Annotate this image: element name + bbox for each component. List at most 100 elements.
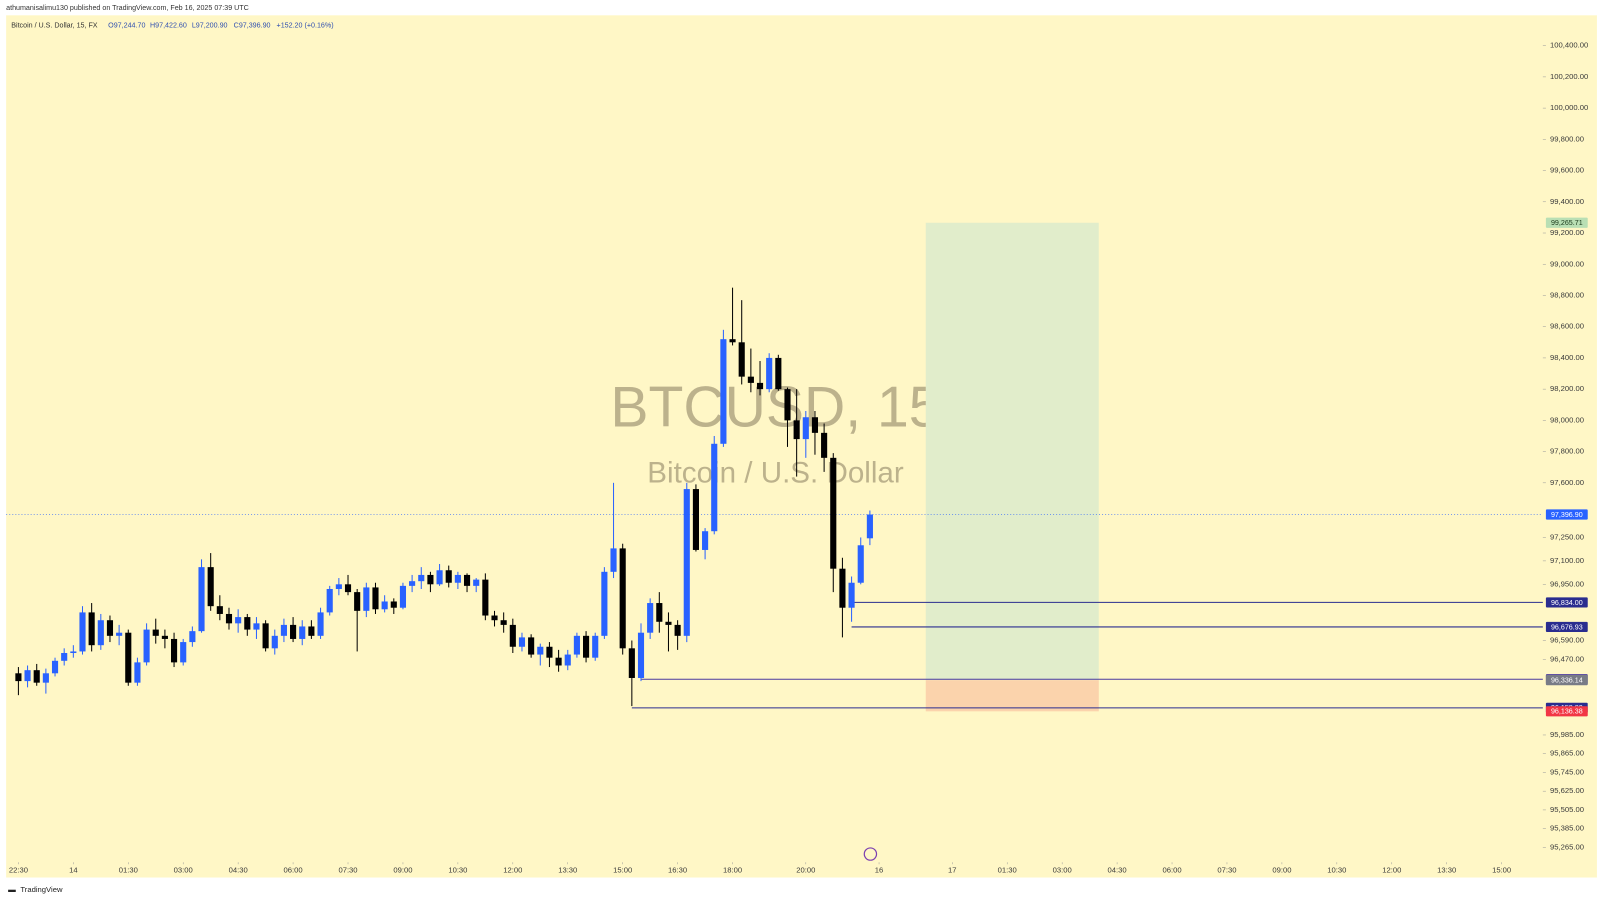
candle-body (33, 670, 40, 683)
y-tick-label: 95,505.00 (1550, 805, 1584, 814)
candle-body (399, 585, 407, 608)
x-tick-label: 15:00 (1492, 865, 1511, 874)
candle-body (756, 382, 764, 390)
candle-body (97, 620, 104, 646)
candle-body (143, 629, 150, 663)
candle-body (106, 620, 114, 636)
candle-body (491, 615, 498, 621)
candle-body (225, 613, 233, 624)
x-tick-label: 14 (69, 865, 78, 874)
candle-body (79, 612, 86, 652)
candle-body (445, 570, 452, 583)
watermark-subtitle: Bitcoin / U.S. Dollar (647, 456, 904, 489)
x-tick-label: 12:00 (1382, 865, 1401, 874)
x-tick-label: 10:30 (1327, 865, 1346, 874)
x-tick-label: 03:00 (1053, 865, 1072, 874)
candle-body (857, 545, 864, 583)
candle-body (509, 624, 516, 647)
y-tick-label: 95,385.00 (1550, 824, 1584, 833)
candle-body (647, 603, 654, 633)
y-tick-label: 96,470.00 (1550, 654, 1584, 663)
candle-body (116, 632, 123, 636)
x-tick-label: 10:30 (448, 865, 467, 874)
x-tick-label: 12:00 (503, 865, 522, 874)
candle-body (583, 635, 590, 658)
candle-body (61, 653, 68, 661)
y-tick-label: 96,950.00 (1550, 579, 1584, 588)
y-tick-label: 98,800.00 (1550, 290, 1584, 299)
x-tick-label: 20:00 (796, 865, 815, 874)
legend-change: +152.20 (+0.16%) (277, 21, 334, 29)
candle-body (15, 673, 22, 682)
price-label-bg (1545, 597, 1588, 608)
candle-body (528, 637, 535, 655)
price-label: 96,136.38 (1551, 708, 1583, 716)
price-label-bg (1545, 621, 1588, 633)
y-tick-label: 99,600.00 (1550, 166, 1584, 175)
candle-body (454, 574, 461, 583)
y-tick-label: 98,600.00 (1550, 322, 1584, 331)
x-tick-label: 03:00 (174, 865, 193, 874)
y-tick-label: 96,590.00 (1550, 636, 1584, 645)
y-tick-label: 97,600.00 (1550, 478, 1584, 487)
price-label-bg (1545, 675, 1588, 686)
candle-body (537, 646, 544, 655)
y-tick-label: 99,200.00 (1550, 228, 1584, 237)
candle-body (390, 601, 397, 608)
candle-body (555, 657, 562, 666)
price-label: 99,265.71 (1551, 219, 1583, 227)
candle-body (262, 623, 269, 649)
x-tick-label: 04:30 (229, 865, 248, 874)
candle-body (207, 567, 214, 607)
plot: 100,400.00 100,200.00 100,000.00 99,800.00 9… (6, 41, 1588, 874)
candle-body (125, 632, 132, 683)
candle-body (482, 579, 489, 616)
legend-high: H97,422.60 (150, 21, 187, 29)
candle-body (88, 612, 95, 646)
y-tick-label: 100,200.00 (1550, 72, 1588, 81)
y-tick-label: 95,745.00 (1550, 767, 1584, 776)
candle-body (280, 624, 287, 636)
price-label: 97,396.90 (1551, 511, 1583, 519)
candle-body (628, 648, 635, 678)
candle-body (793, 420, 800, 440)
price-label: 96,834.00 (1551, 599, 1583, 607)
candle-body (848, 582, 855, 608)
candle-body (198, 567, 205, 632)
price-label-bg (1545, 706, 1588, 717)
candle-body (747, 376, 754, 383)
candle-body (134, 662, 141, 683)
profit-zone (925, 222, 1099, 681)
candle-body (363, 587, 370, 611)
candle-body (637, 632, 645, 678)
footer-logo-mark: ▬ (8, 885, 16, 894)
legend-low: L97,200.90 (192, 21, 228, 29)
candle-body (354, 592, 361, 611)
candle-body (711, 443, 718, 532)
y-tick-label: 95,865.00 (1550, 749, 1584, 758)
loss-zone (925, 680, 1099, 712)
x-tick-label: 07:30 (338, 865, 357, 874)
y-tick-label: 95,625.00 (1550, 786, 1584, 795)
candle-body (180, 642, 187, 663)
candle-body (152, 629, 159, 636)
candle-body (244, 617, 251, 630)
candle-body (610, 548, 617, 572)
candle-body (299, 626, 306, 639)
candle-body (866, 514, 873, 539)
chart-background (6, 15, 1597, 878)
x-tick-label: 18:00 (723, 865, 742, 874)
y-tick-label: 99,400.00 (1550, 197, 1584, 206)
candle-body (592, 635, 599, 658)
legend-open: O97,244.70 (108, 21, 145, 29)
candle-body (463, 574, 471, 586)
price-label: 96,676.93 (1551, 623, 1583, 631)
candle-body (546, 646, 553, 658)
x-tick-label: 01:30 (998, 865, 1017, 874)
y-tick-label: 95,985.00 (1550, 730, 1584, 739)
price-label-bg (1545, 217, 1588, 228)
price-label-bg (1545, 509, 1588, 520)
replay-icon[interactable] (863, 847, 878, 861)
